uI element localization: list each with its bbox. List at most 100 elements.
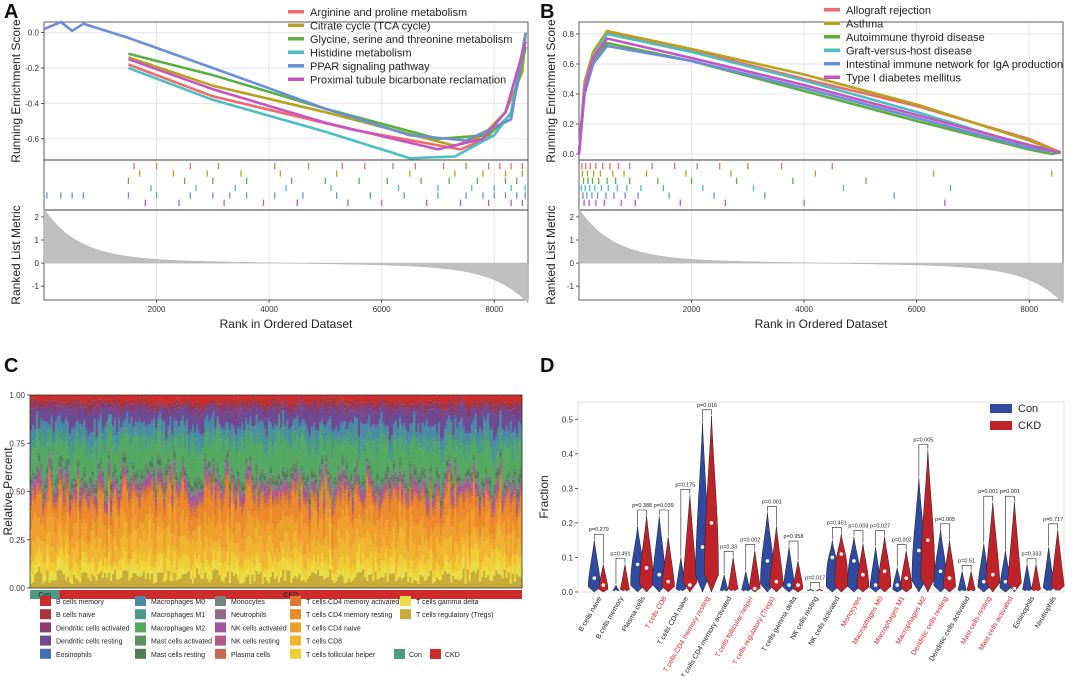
stack-segment <box>360 572 363 588</box>
stack-segment <box>32 424 35 427</box>
stack-segment <box>304 403 308 406</box>
stack-segment <box>187 510 191 532</box>
stack-segment <box>124 469 127 472</box>
stack-segment <box>30 408 33 415</box>
stack-segment <box>386 581 390 588</box>
stack-segment <box>157 572 160 588</box>
stack-segment <box>282 466 285 472</box>
stack-segment <box>360 503 363 506</box>
stack-segment <box>327 516 330 546</box>
stack-segment <box>269 476 273 480</box>
stack-segment <box>366 478 369 509</box>
stack-segment <box>454 487 457 509</box>
stack-segment <box>290 484 293 489</box>
stack-segment <box>429 462 433 468</box>
stack-segment <box>189 568 193 572</box>
stack-segment <box>60 402 64 408</box>
stack-segment <box>130 411 133 418</box>
stack-segment <box>239 507 242 524</box>
stack-segment <box>433 487 437 493</box>
stack-segment <box>175 577 178 581</box>
stack-segment <box>263 472 267 476</box>
stack-segment <box>312 479 316 482</box>
stack-segment <box>169 418 172 432</box>
stack-segment <box>85 484 88 489</box>
stack-segment <box>148 506 152 520</box>
stack-segment <box>333 525 336 549</box>
x-tick-label: 8000 <box>1020 305 1038 314</box>
stack-segment <box>407 433 410 443</box>
stack-segment <box>194 518 197 531</box>
stack-segment <box>191 435 195 444</box>
stack-segment <box>405 428 408 431</box>
stack-segment <box>107 399 111 404</box>
stack-segment <box>50 494 53 513</box>
stack-segment <box>235 434 238 436</box>
stack-segment <box>136 569 139 576</box>
stack-segment <box>136 409 139 423</box>
stack-segment <box>374 526 377 534</box>
stack-segment <box>235 486 238 492</box>
stack-segment <box>302 397 305 400</box>
stack-segment <box>273 497 277 506</box>
stack-segment <box>181 405 185 409</box>
stack-segment <box>353 468 357 473</box>
x-tick-label: 4000 <box>260 305 278 314</box>
stack-segment <box>317 493 320 497</box>
stack-segment <box>89 446 92 456</box>
stack-segment <box>208 471 211 475</box>
stack-segment <box>118 551 121 561</box>
stack-segment <box>251 568 254 575</box>
stack-segment <box>450 439 453 471</box>
stack-segment <box>89 414 92 431</box>
stack-segment <box>411 582 414 588</box>
stack-segment <box>159 401 162 404</box>
stack-segment <box>157 395 160 404</box>
stack-segment <box>358 483 361 486</box>
stack-segment <box>448 454 451 460</box>
stack-segment <box>212 476 215 481</box>
stack-segment <box>282 395 285 400</box>
stack-segment <box>399 404 402 408</box>
stack-segment <box>245 458 248 464</box>
stack-segment <box>107 419 111 429</box>
stack-segment <box>296 403 299 416</box>
stack-segment <box>208 571 211 583</box>
stack-segment <box>425 420 428 437</box>
stack-segment <box>173 458 176 462</box>
stack-segment <box>442 499 445 504</box>
stack-segment <box>122 471 125 476</box>
stack-segment <box>140 486 144 491</box>
stack-segment <box>339 397 342 401</box>
stack-segment <box>327 485 330 492</box>
stack-segment <box>304 424 308 438</box>
stack-segment <box>130 534 133 559</box>
stack-segment <box>136 425 139 436</box>
stack-segment <box>392 460 396 464</box>
stack-segment <box>159 431 162 457</box>
stack-segment <box>226 404 230 422</box>
stack-segment <box>417 483 420 490</box>
stack-segment <box>40 573 43 588</box>
stack-segment <box>433 558 437 570</box>
stack-segment <box>165 492 168 497</box>
stack-segment <box>122 407 125 413</box>
stack-segment <box>196 526 199 543</box>
stack-segment <box>216 569 219 588</box>
stack-segment <box>103 544 107 558</box>
stack-segment <box>399 419 402 425</box>
stack-segment <box>360 519 363 538</box>
stack-segment <box>349 568 353 576</box>
stack-segment <box>421 405 424 423</box>
stack-segment <box>437 526 441 545</box>
stack-segment <box>157 484 160 493</box>
stack-segment <box>198 484 201 491</box>
stack-segment <box>462 568 465 588</box>
stack-segment <box>81 551 84 563</box>
stack-segment <box>130 519 133 535</box>
stack-segment <box>118 420 121 433</box>
stack-segment <box>271 506 275 525</box>
stack-segment <box>97 405 100 420</box>
stack-segment <box>269 480 273 485</box>
stack-segment <box>210 579 213 588</box>
